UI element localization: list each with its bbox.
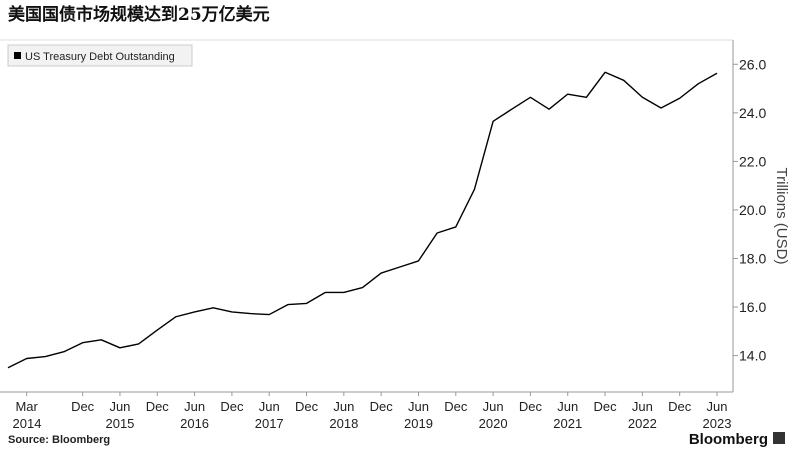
y-axis-title: Trillions (USD) [773, 168, 790, 265]
x-tick-label: Dec [220, 399, 244, 414]
x-tick-label: Dec [370, 399, 394, 414]
source-note: Source: Bloomberg [8, 434, 110, 446]
x-year-label: 2021 [553, 416, 582, 431]
x-tick-label: Jun [557, 399, 578, 414]
logo-text: Bloomberg [689, 431, 768, 448]
y-tick-label: 18.0 [739, 250, 766, 266]
y-tick-label: 22.0 [739, 153, 766, 169]
y-tick-label: 24.0 [739, 105, 766, 121]
x-tick-label: Jun [333, 399, 354, 414]
x-tick-label: Mar [15, 399, 38, 414]
x-year-label: 2022 [628, 416, 657, 431]
legend-swatch [14, 52, 21, 59]
x-year-label: 2015 [105, 416, 134, 431]
x-tick-label: Dec [295, 399, 319, 414]
data-line [7, 71, 718, 369]
x-year-label: 2017 [255, 416, 284, 431]
x-tick-label: Dec [593, 399, 617, 414]
legend-label: US Treasury Debt Outstanding [25, 51, 175, 63]
x-tick-label: Jun [408, 399, 429, 414]
x-year-label: 2020 [479, 416, 508, 431]
x-tick-label: Dec [668, 399, 692, 414]
legend: US Treasury Debt Outstanding [7, 44, 193, 67]
x-tick-label: Jun [109, 399, 130, 414]
x-year-label: 2019 [404, 416, 433, 431]
y-tick-label: 26.0 [739, 56, 766, 72]
x-tick-label: Dec [519, 399, 543, 414]
y-tick-label: 16.0 [739, 299, 766, 315]
y-tick-label: 20.0 [739, 202, 766, 218]
x-tick-label: Jun [707, 399, 728, 414]
x-year-label: 2018 [329, 416, 358, 431]
x-tick-label: Jun [483, 399, 504, 414]
logo-icon [773, 432, 785, 444]
y-tick-label: 14.0 [739, 348, 766, 364]
x-tick-label: Jun [632, 399, 653, 414]
legend-box [7, 44, 193, 67]
x-year-label: 2016 [180, 416, 209, 431]
chart-title: 美国国债市场规模达到25万亿美元 [8, 4, 270, 25]
x-tick-label: Dec [71, 399, 95, 414]
x-year-label: 2014 [13, 416, 42, 431]
x-year-label: 2023 [703, 416, 732, 431]
x-tick-label: Dec [444, 399, 468, 414]
x-tick-label: Dec [146, 399, 170, 414]
x-tick-label: Jun [184, 399, 205, 414]
x-tick-label: Jun [259, 399, 280, 414]
